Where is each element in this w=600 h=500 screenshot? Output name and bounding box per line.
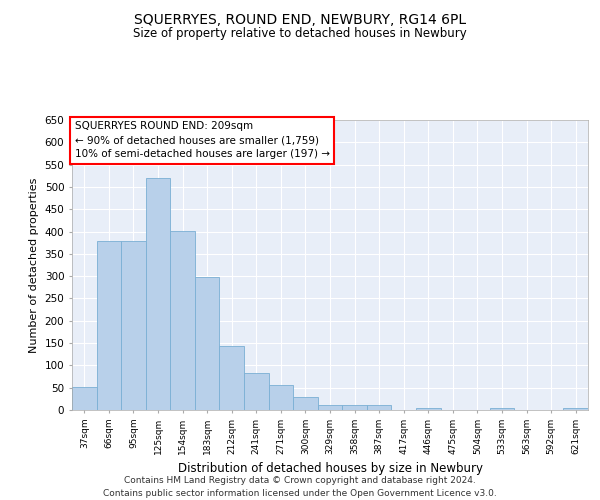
Bar	[318, 405, 342, 410]
Text: SQUERRYES, ROUND END, NEWBURY, RG14 6PL: SQUERRYES, ROUND END, NEWBURY, RG14 6PL	[134, 12, 466, 26]
Bar	[416, 408, 440, 410]
Bar	[72, 387, 97, 410]
Bar	[293, 396, 318, 410]
Bar	[490, 408, 514, 410]
Bar	[121, 242, 146, 410]
Bar	[146, 178, 170, 410]
Bar	[170, 230, 195, 410]
Bar	[563, 408, 588, 410]
Bar	[342, 405, 367, 410]
Bar	[97, 242, 121, 410]
X-axis label: Distribution of detached houses by size in Newbury: Distribution of detached houses by size …	[178, 462, 482, 475]
Bar	[244, 372, 269, 410]
Text: Size of property relative to detached houses in Newbury: Size of property relative to detached ho…	[133, 28, 467, 40]
Y-axis label: Number of detached properties: Number of detached properties	[29, 178, 39, 352]
Text: Contains HM Land Registry data © Crown copyright and database right 2024.
Contai: Contains HM Land Registry data © Crown c…	[103, 476, 497, 498]
Bar	[195, 278, 220, 410]
Bar	[367, 404, 391, 410]
Bar	[269, 386, 293, 410]
Bar	[220, 346, 244, 410]
Text: SQUERRYES ROUND END: 209sqm
← 90% of detached houses are smaller (1,759)
10% of : SQUERRYES ROUND END: 209sqm ← 90% of det…	[74, 122, 329, 160]
